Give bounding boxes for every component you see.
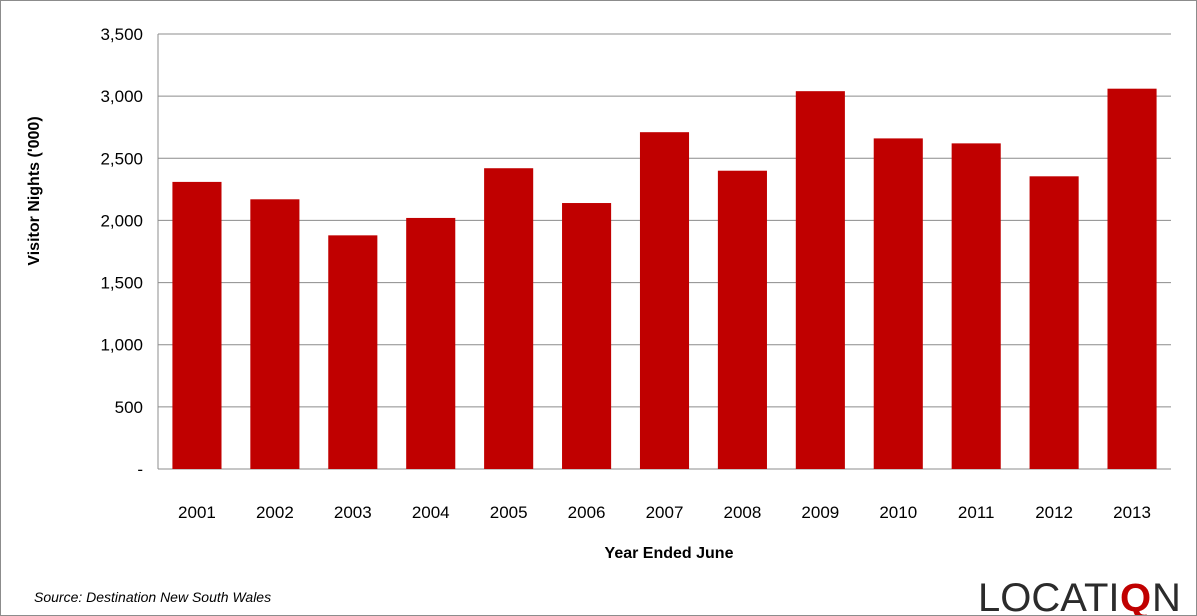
bar-2010 bbox=[873, 138, 923, 469]
bar-2004 bbox=[406, 217, 456, 469]
y-tick-label: 500 bbox=[115, 398, 143, 417]
y-tick-labels: - 500 1,000 1,500 2,000 2,500 3,000 3,500 bbox=[100, 25, 143, 479]
y-tick-label: 3,500 bbox=[100, 25, 143, 44]
y-tick-label: 2,500 bbox=[100, 149, 143, 168]
bar-2002 bbox=[250, 199, 300, 470]
x-tick-label: 2013 bbox=[1113, 503, 1151, 522]
x-tick-label: 2007 bbox=[646, 503, 684, 522]
bar-2011 bbox=[951, 143, 1001, 469]
y-tick-label: 2,000 bbox=[100, 211, 143, 230]
bar-2008 bbox=[717, 170, 767, 469]
y-tick-label: 3,000 bbox=[100, 87, 143, 106]
x-tick-labels: 2001 2002 2003 2004 2005 2006 2007 2008 2009 2010… bbox=[178, 503, 1151, 522]
x-tick-label: 2002 bbox=[256, 503, 294, 522]
bar-2012 bbox=[1029, 176, 1079, 470]
x-tick-label: 2008 bbox=[724, 503, 762, 522]
x-tick-label: 2003 bbox=[334, 503, 372, 522]
x-tick-label: 2010 bbox=[879, 503, 917, 522]
bar-2009 bbox=[795, 91, 845, 470]
x-tick-label: 2004 bbox=[412, 503, 450, 522]
bar-2005 bbox=[484, 168, 534, 469]
logo-text-end: N bbox=[1152, 576, 1181, 616]
x-tick-label: 2001 bbox=[178, 503, 216, 522]
y-tick-label: 1,500 bbox=[100, 274, 143, 293]
bar-2001 bbox=[172, 181, 222, 469]
y-tick-label: - bbox=[137, 460, 143, 479]
source-note: Source: Destination New South Wales bbox=[34, 589, 272, 605]
y-axis-title: Visitor Nights ('000) bbox=[26, 116, 43, 265]
x-tick-label: 2005 bbox=[490, 503, 528, 522]
bar-2003 bbox=[328, 235, 378, 469]
x-tick-label: 2011 bbox=[958, 503, 995, 522]
logo-text-accent: Q bbox=[1120, 576, 1151, 616]
location-iq-logo: LOCATI Q N bbox=[978, 576, 1181, 616]
bar-2007 bbox=[639, 132, 690, 469]
logo-text-main: LOCATI bbox=[978, 576, 1120, 616]
y-tick-label: 1,000 bbox=[100, 336, 143, 355]
bar-2006 bbox=[562, 203, 612, 469]
x-tick-label: 2006 bbox=[568, 503, 606, 522]
bars bbox=[172, 88, 1157, 470]
x-axis-title: Year Ended June bbox=[605, 545, 734, 562]
x-tick-label: 2012 bbox=[1035, 503, 1073, 522]
bar-2013 bbox=[1107, 88, 1157, 469]
x-tick-label: 2009 bbox=[801, 503, 839, 522]
